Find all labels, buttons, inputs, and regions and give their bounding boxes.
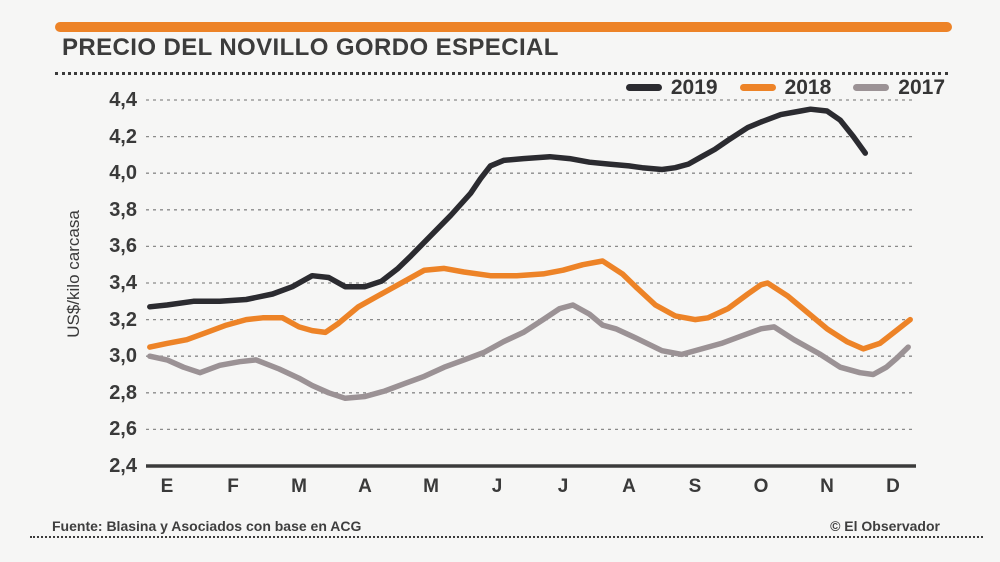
y-tick-3,8: 3,8: [109, 198, 137, 221]
footer-separator: [30, 536, 983, 538]
legend-swatch-2019: [625, 84, 662, 91]
legend-swatch-2018: [739, 84, 776, 91]
y-tick-4,2: 4,2: [109, 125, 137, 148]
x-tick-0-E: E: [160, 476, 174, 497]
credit-note: © El Observador: [830, 518, 940, 534]
x-tick-2-M: M: [291, 476, 307, 497]
source-note: Fuente: Blasina y Asociados con base en …: [52, 518, 362, 534]
y-tick-3,6: 3,6: [109, 235, 137, 258]
y-tick-3,2: 3,2: [109, 308, 137, 331]
legend-label-2017: 2017: [898, 76, 945, 99]
x-tick-3-A: A: [358, 476, 372, 497]
x-tick-7-A: A: [622, 476, 636, 497]
series-line-2017: [147, 302, 911, 402]
y-axis-title: US$/kilo carcasa: [64, 210, 83, 338]
series-line-2019: [147, 106, 869, 310]
y-tick-4,0: 4,0: [109, 162, 137, 185]
x-tick-10-N: N: [820, 476, 834, 497]
y-tick-3,0: 3,0: [109, 345, 137, 368]
y-tick-2,4: 2,4: [109, 455, 137, 477]
legend-item-2017: 2017: [853, 77, 945, 98]
series-line-2018: [147, 258, 913, 352]
legend-label-2018: 2018: [784, 76, 832, 99]
chart-legend: 2019 2018 2017: [625, 76, 945, 99]
x-tick-6-J: J: [557, 476, 569, 497]
y-tick-3,4: 3,4: [109, 272, 137, 294]
legend-item-2019: 2019: [625, 76, 718, 99]
x-tick-11-D: D: [886, 476, 900, 497]
y-tick-2,8: 2,8: [109, 381, 137, 404]
page-title: PRECIO DEL NOVILLO GORDO ESPECIAL: [62, 34, 559, 61]
x-tick-8-S: S: [688, 476, 702, 497]
accent-bar: [55, 22, 952, 32]
legend-label-2019: 2019: [670, 76, 718, 99]
title-separator: [55, 72, 948, 75]
y-tick-4,4: 4,4: [109, 89, 137, 111]
legend-item-2018: 2018: [739, 76, 832, 99]
x-tick-5-J: J: [491, 476, 503, 497]
y-tick-2,6: 2,6: [109, 418, 137, 441]
legend-swatch-2017: [853, 84, 890, 91]
x-tick-1-F: F: [227, 476, 239, 497]
x-tick-9-O: O: [753, 476, 769, 497]
x-tick-4-M: M: [423, 476, 439, 497]
